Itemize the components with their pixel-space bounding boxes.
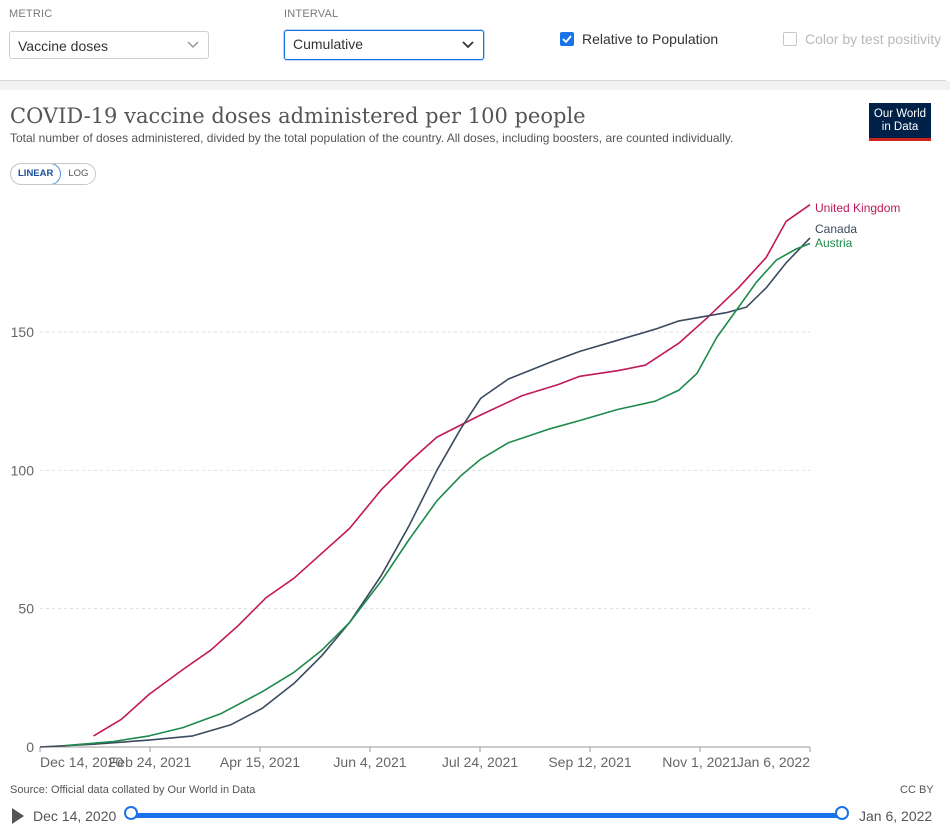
chart-title: COVID-19 vaccine doses administered per … [10,104,586,128]
x-tick-label: Feb 24, 2021 [109,754,192,770]
metric-value: Vaccine doses [18,38,109,54]
timeline-start-handle[interactable] [124,806,138,820]
chevron-down-icon [186,32,200,58]
y-tick-label: 50 [18,601,34,617]
interval-value: Cumulative [293,36,364,52]
relative-to-population-label: Relative to Population [582,31,719,47]
empty-checkbox-icon [783,32,797,46]
checkmark-icon [560,32,574,46]
x-tick-label: Nov 1, 2021 [662,754,738,770]
interval-select[interactable]: Cumulative [284,30,484,60]
controls-bar: METRIC Vaccine doses INTERVAL Cumulative… [0,0,946,81]
color-by-test-positivity-label: Color by test positivity [805,31,942,47]
log-scale-button[interactable]: LOG [68,168,89,179]
chevron-down-icon [461,31,475,59]
owid-logo[interactable]: Our World in Data [869,103,931,141]
x-tick-label: Dec 14, 2020 [40,754,123,770]
metric-label: METRIC [9,8,53,20]
source-note: Source: Official data collated by Our Wo… [10,784,256,796]
y-tick-label: 0 [26,739,34,755]
timeline-track[interactable] [131,813,842,818]
series-label[interactable]: Canada [815,222,857,236]
timeline-end-label: Jan 6, 2022 [859,808,933,824]
logo-line-2: in Data [881,121,919,133]
x-tick-label: Sep 12, 2021 [548,754,632,770]
y-tick-label: 150 [11,324,35,340]
series-label[interactable]: Austria [815,236,853,250]
linear-scale-button[interactable]: LINEAR [11,164,62,184]
y-tick-label: 100 [11,462,35,478]
series-line-united-kingdom[interactable] [93,204,811,737]
logo-line-1: Our World [873,108,927,120]
timeline-end-handle[interactable] [835,806,849,820]
color-by-test-positivity-checkbox[interactable]: Color by test positivity [783,31,941,47]
timeline-start-label: Dec 14, 2020 [33,808,117,824]
series-label[interactable]: United Kingdom [815,201,900,215]
metric-select[interactable]: Vaccine doses [9,31,209,59]
license-link[interactable]: CC BY [900,784,934,796]
relative-to-population-checkbox[interactable]: Relative to Population [560,31,718,47]
scale-toggle: LINEAR LOG [10,163,97,185]
x-tick-label: Jan 6, 2022 [737,754,810,770]
x-tick-label: Jun 4, 2021 [333,754,406,770]
x-tick-label: Jul 24, 2021 [442,754,518,770]
series-line-austria[interactable] [65,242,811,747]
x-tick-label: Apr 15, 2021 [220,754,300,770]
interval-label: INTERVAL [284,8,339,20]
play-icon[interactable] [12,808,24,824]
chart-subtitle: Total number of doses administered, divi… [10,131,734,145]
logo-accent-bar [869,138,931,141]
series-line-canada[interactable] [39,237,811,748]
section-divider [0,81,950,90]
